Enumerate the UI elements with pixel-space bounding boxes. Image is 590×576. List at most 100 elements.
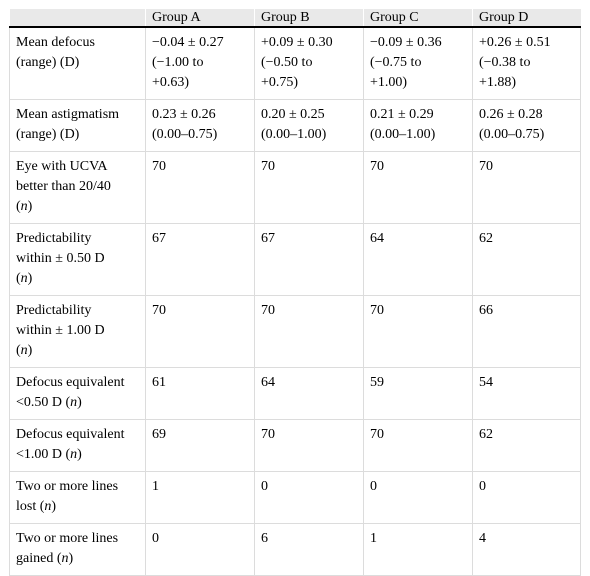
value-line: (−0.38 to — [479, 55, 531, 70]
value-cell: 70 — [145, 151, 255, 224]
row-label-cell: Defocus equivalent <0.50 D (n) — [9, 367, 146, 420]
row-label-line: (range) (D) — [16, 53, 139, 73]
value-line: 0 — [370, 479, 377, 494]
value-cell: 61 — [145, 367, 255, 420]
value-line: 0.26 ± 0.28 — [479, 107, 543, 122]
value-cell: 64 — [254, 367, 364, 420]
row-label-line: Eye with UCVA — [16, 157, 139, 177]
row-label-italic: n — [70, 395, 78, 410]
row-label-text: ( — [16, 343, 21, 358]
value-line: 0 — [479, 479, 486, 494]
header-cell-empty — [9, 9, 146, 28]
value-line: 4 — [479, 531, 486, 546]
row-label-text: lost ( — [16, 499, 45, 514]
row-label-text: Predictability — [16, 303, 92, 318]
value-line: 1 — [152, 479, 159, 494]
value-line: 1 — [370, 531, 377, 546]
row-label-line: Defocus equivalent — [16, 425, 139, 445]
value-cell: 67 — [145, 223, 255, 296]
row-label-text: <1.00 D ( — [16, 447, 71, 462]
row-label-text: Two or more lines — [16, 531, 119, 546]
row-label-line: Mean defocus — [16, 33, 139, 53]
value-line: 54 — [479, 375, 493, 390]
value-line: +0.63) — [152, 75, 190, 90]
value-line: (0.00–0.75) — [479, 127, 545, 142]
row-label-text: Predictability — [16, 231, 92, 246]
row-label-line: within ± 1.00 D — [16, 321, 139, 341]
row-label-text: Defocus equivalent — [16, 375, 125, 390]
row-label-line: lost (n) — [16, 497, 139, 517]
table-row: Two or more lines lost (n) 1 0 0 0 — [9, 471, 581, 524]
value-line: +1.00) — [370, 75, 408, 90]
row-label-text: (range) (D) — [16, 55, 80, 70]
row-label-line: Predictability — [16, 229, 139, 249]
value-line: (−0.50 to — [261, 55, 313, 70]
row-label-line: Mean astigmatism — [16, 105, 139, 125]
row-label-cell: Mean defocus (range) (D) — [9, 27, 146, 100]
row-label-text: Mean astigmatism — [16, 107, 120, 122]
table-row: Defocus equivalent <1.00 D (n) 69 70 70 62 — [9, 419, 581, 472]
table-row: Two or more lines gained (n) 0 6 1 4 — [9, 523, 581, 576]
value-line: 64 — [261, 375, 275, 390]
value-cell: 0 — [472, 471, 581, 524]
value-line: (0.00–0.75) — [152, 127, 218, 142]
value-cell: 70 — [254, 151, 364, 224]
row-label-suffix: ) — [51, 499, 57, 514]
row-label-line: Two or more lines — [16, 477, 139, 497]
value-line: 66 — [479, 303, 493, 318]
value-cell: 70 — [363, 151, 473, 224]
value-line: (−0.75 to — [370, 55, 422, 70]
value-line: +0.09 ± 0.30 — [261, 35, 333, 50]
table-row: Predictability within ± 1.00 D (n) 70 70 70 66 — [9, 295, 581, 368]
row-label-line: (n) — [16, 197, 139, 217]
value-cell: 0.21 ± 0.29 (0.00–1.00) — [363, 99, 473, 152]
row-label-italic: n — [20, 271, 28, 286]
row-label-suffix: ) — [27, 343, 33, 358]
value-line: 70 — [261, 427, 275, 442]
value-cell: 67 — [254, 223, 364, 296]
value-line: 0.21 ± 0.29 — [370, 107, 434, 122]
value-line: 67 — [152, 231, 166, 246]
row-label-italic: n — [70, 447, 78, 462]
row-label-italic: n — [20, 343, 28, 358]
row-label-suffix: ) — [68, 551, 74, 566]
value-cell: 0 — [254, 471, 364, 524]
row-label-suffix: ) — [27, 199, 33, 214]
row-label-italic: n — [61, 551, 69, 566]
row-label-text: Eye with UCVA — [16, 159, 108, 174]
value-line: 0.20 ± 0.25 — [261, 107, 325, 122]
value-line: (0.00–1.00) — [370, 127, 436, 142]
header-row: Group A Group B Group C Group D — [9, 9, 581, 28]
row-label-text: <0.50 D ( — [16, 395, 71, 410]
row-label-line: better than 20/40 — [16, 177, 139, 197]
value-line: +0.26 ± 0.51 — [479, 35, 551, 50]
row-label-italic: n — [44, 499, 52, 514]
value-cell: 1 — [145, 471, 255, 524]
header-cell-group-b: Group B — [254, 9, 364, 28]
value-line: 70 — [152, 159, 166, 174]
value-cell: 70 — [254, 295, 364, 368]
row-label-text: within ± 0.50 D — [16, 251, 105, 266]
row-label-cell: Predictability within ± 0.50 D (n) — [9, 223, 146, 296]
value-line: 59 — [370, 375, 384, 390]
row-label-suffix: ) — [27, 271, 33, 286]
value-line: 70 — [152, 303, 166, 318]
value-cell: 70 — [145, 295, 255, 368]
value-cell: 0.23 ± 0.26 (0.00–0.75) — [145, 99, 255, 152]
results-table-container: Group A Group B Group C Group D Mean def… — [9, 9, 581, 576]
row-label-text: ( — [16, 271, 21, 286]
row-label-text: (range) (D) — [16, 127, 80, 142]
row-label-line: (n) — [16, 269, 139, 289]
value-cell: −0.09 ± 0.36 (−0.75 to +1.00) — [363, 27, 473, 100]
row-label-cell: Defocus equivalent <1.00 D (n) — [9, 419, 146, 472]
row-label-text: Two or more lines — [16, 479, 119, 494]
value-line: (0.00–1.00) — [261, 127, 327, 142]
row-label-text: gained ( — [16, 551, 62, 566]
table-row: Mean defocus (range) (D) −0.04 ± 0.27 (−1.0… — [9, 27, 581, 100]
row-label-line: within ± 0.50 D — [16, 249, 139, 269]
value-line: −0.09 ± 0.36 — [370, 35, 442, 50]
value-cell: 1 — [363, 523, 473, 576]
value-cell: 0.26 ± 0.28 (0.00–0.75) — [472, 99, 581, 152]
table-row: Predictability within ± 0.50 D (n) 67 67 64 62 — [9, 223, 581, 296]
row-label-line: Two or more lines — [16, 529, 139, 549]
